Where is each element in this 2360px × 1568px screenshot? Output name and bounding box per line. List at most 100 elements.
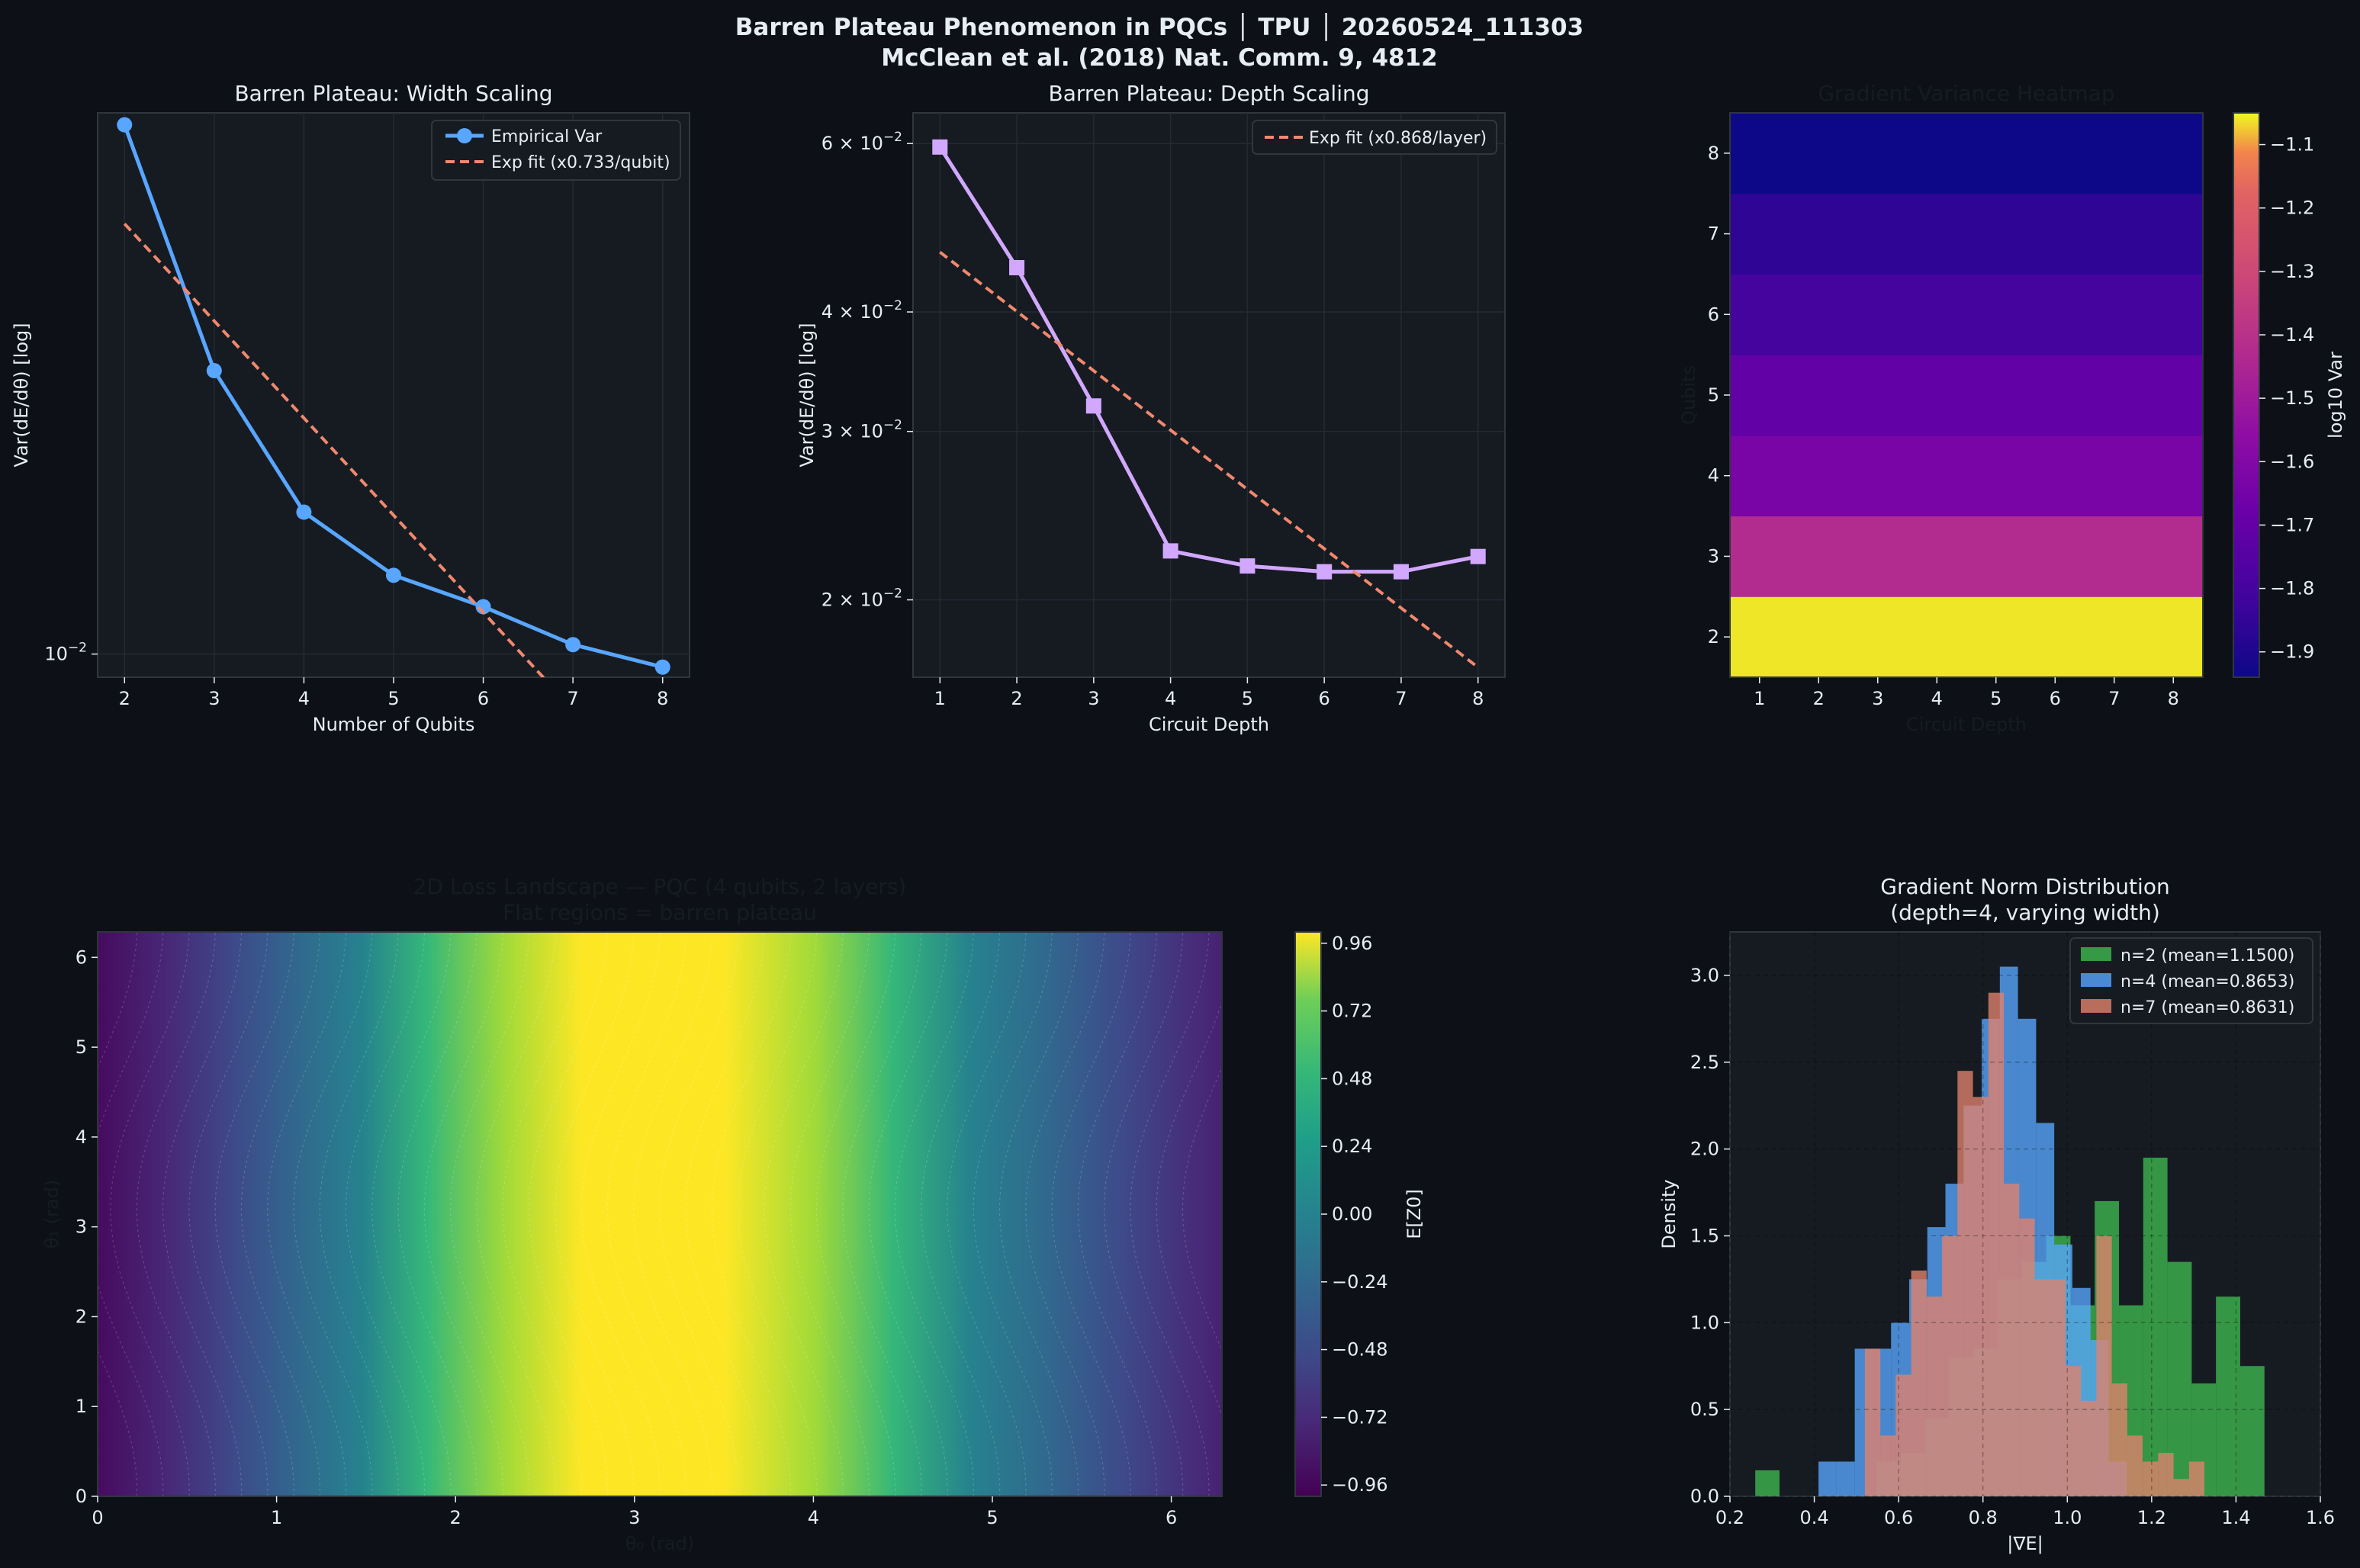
histogram-bar (1926, 1296, 1943, 1496)
width-xtick-label: 3 (208, 688, 220, 709)
heatmap-row-cell (1730, 596, 2203, 678)
depth-legend: Exp fit (x0.868/layer) (1252, 120, 1497, 155)
landscape-contour (476, 932, 556, 1496)
histogram-xtick-label: 1.4 (2221, 1507, 2250, 1528)
heatmap-row-cell (1730, 193, 2203, 275)
heatmap-row-cell (1730, 113, 2203, 194)
landscape-contour (98, 932, 164, 1496)
landscape-contour (502, 932, 582, 1496)
landscape-xtick-label: 0 (92, 1507, 103, 1528)
heatmap-ytick-label: 3 (1708, 545, 1719, 567)
histogram-xtick-label: 1.6 (2306, 1507, 2335, 1528)
depth-xtick-label: 3 (1088, 688, 1099, 709)
heatmap-colorbar-tick-label: −1.7 (2270, 514, 2314, 535)
width-scaling-panel: 2 3 4 5 6 7 8 10−2 Barren Plateau: Width Scalin… (11, 81, 690, 735)
heatmap-row-cell (1730, 516, 2203, 597)
landscape-contour (894, 932, 975, 1496)
landscape-contour (738, 932, 818, 1496)
landscape-xtick-label: 2 (450, 1507, 461, 1528)
depth-plot (932, 139, 1486, 669)
histogram-bar (2216, 1296, 2240, 1496)
heatmap-row-cell (1730, 355, 2203, 436)
depth-point (1009, 259, 1025, 275)
histogram-bar (2188, 1461, 2205, 1496)
histogram-bar (1755, 1470, 1780, 1496)
depth-title: Barren Plateau: Depth Scaling (1048, 81, 1369, 106)
histogram-bar (1818, 1461, 1837, 1496)
histogram-bar (1973, 1097, 1989, 1496)
landscape-contour (998, 932, 1079, 1496)
landscape-colorbar-tick-label: −0.72 (1332, 1406, 1388, 1428)
heatmap-row-cell (1730, 274, 2203, 355)
heatmap-xtick-label: 4 (1931, 688, 1943, 709)
landscape-contour (188, 932, 268, 1496)
landscape-colorbar-tick-label: 0.72 (1332, 1001, 1372, 1022)
depth-grid (913, 113, 1505, 677)
width-point (386, 567, 401, 583)
heatmap-xtick-label: 5 (1990, 688, 2001, 709)
landscape-panel: 0 1 2 3 4 5 6 0 1 2 3 4 5 6 2D Loss Landscape — PQC (… (41, 874, 1425, 1554)
landscape-subtitle: Flat regions = barren plateau (503, 900, 817, 925)
width-ytick-label: 10−2 (44, 641, 87, 665)
heatmap-xtick-label: 2 (1813, 688, 1825, 709)
histogram-ytick-label: 0.5 (1690, 1399, 1719, 1420)
width-point (296, 504, 312, 520)
depth-series-line (938, 146, 1479, 574)
heatmap-ytick-label: 5 (1708, 384, 1719, 406)
width-legend-label-fit: Exp fit (x0.733/qubit) (491, 153, 670, 172)
histogram-legend-box (2069, 937, 2313, 1024)
heatmap-colorbar-tick-label: −1.6 (2270, 451, 2314, 472)
landscape-contour (1077, 932, 1158, 1496)
histogram-panel: 0.2 0.4 0.6 0.8 1.0 1.2 1.4 1.6 0.0 0.5 1.0 1.5 2.0 2… (1658, 874, 2335, 1554)
depth-ytick-label: 2 × 10−2 (821, 586, 902, 611)
heatmap-colorbar-tick-label: −1.9 (2270, 641, 2314, 663)
landscape-contour (267, 932, 347, 1496)
landscape-contour (606, 932, 686, 1496)
width-xlabel: Number of Qubits (313, 714, 475, 735)
histogram-xtick-label: 0.4 (1799, 1507, 1828, 1528)
histogram-bar (1988, 992, 2005, 1496)
histogram-bar (2004, 1184, 2020, 1496)
histogram-xtick-label: 0.8 (1969, 1507, 1998, 1528)
histogram-bar (2019, 1218, 2035, 1496)
histogram-legend-swatch-n2 (2081, 947, 2111, 961)
landscape-colorbar-tick-label: 0.48 (1332, 1068, 1372, 1089)
depth-xtick-label: 8 (1472, 688, 1484, 709)
landscape-ytick-label: 0 (76, 1486, 87, 1507)
landscape-contour (345, 932, 426, 1496)
histogram-plot (1755, 966, 2265, 1496)
histogram-xtick-label: 0.2 (1715, 1507, 1744, 1528)
width-point (206, 363, 222, 379)
heatmap-panel: 1 2 3 4 5 6 7 8 2 3 4 5 6 7 8 Gradient Variance Heatma… (1678, 81, 2346, 735)
heatmap-xlabel: Circuit Depth (1906, 714, 2027, 735)
width-title: Barren Plateau: Width Scaling (234, 81, 552, 106)
landscape-colorbar-tick-label: −0.96 (1332, 1474, 1388, 1496)
width-xtick-label: 2 (119, 688, 130, 709)
histogram-bar (2239, 1366, 2265, 1496)
landscape-contour (921, 932, 1001, 1496)
landscape-contour (293, 932, 373, 1496)
histogram-legend-swatch-n7 (2081, 999, 2111, 1013)
landscape-xtick-label: 6 (1166, 1507, 1177, 1528)
depth-ytick-label: 3 × 10−2 (821, 418, 902, 442)
depth-point (1239, 558, 1256, 574)
histogram-legend: n=2 (mean=1.1500) n=4 (mean=0.8653) n=7 … (2069, 937, 2313, 1024)
heatmap-ytick-label: 8 (1708, 143, 1719, 164)
histogram-ytick-label: 2.0 (1690, 1139, 1719, 1160)
depth-point (1470, 548, 1486, 564)
landscape-contour (397, 932, 477, 1496)
depth-scaling-panel: 1 2 3 4 5 6 7 8 2 × 10−2 3 × 10−2 4 × 10−2 6 × 10−2… (796, 81, 1506, 735)
width-point (117, 117, 133, 133)
landscape-colorbar (1294, 931, 1322, 1497)
heatmap-colorbar-tick-label: −1.1 (2270, 134, 2314, 156)
histogram-xtick-label: 1.2 (2137, 1507, 2166, 1528)
heatmap-colorbar (2233, 112, 2260, 678)
landscape-frame (97, 931, 1223, 1497)
histogram-subtitle: (depth=4, varying width) (1890, 900, 2160, 925)
heatmap-ytick-label: 7 (1708, 223, 1719, 245)
depth-xtick-label: 2 (1011, 688, 1022, 709)
landscape-contour (1051, 932, 1131, 1496)
width-xtick-label: 4 (298, 688, 310, 709)
histogram-bar (2081, 1400, 2097, 1496)
landscape-contour (764, 932, 844, 1496)
